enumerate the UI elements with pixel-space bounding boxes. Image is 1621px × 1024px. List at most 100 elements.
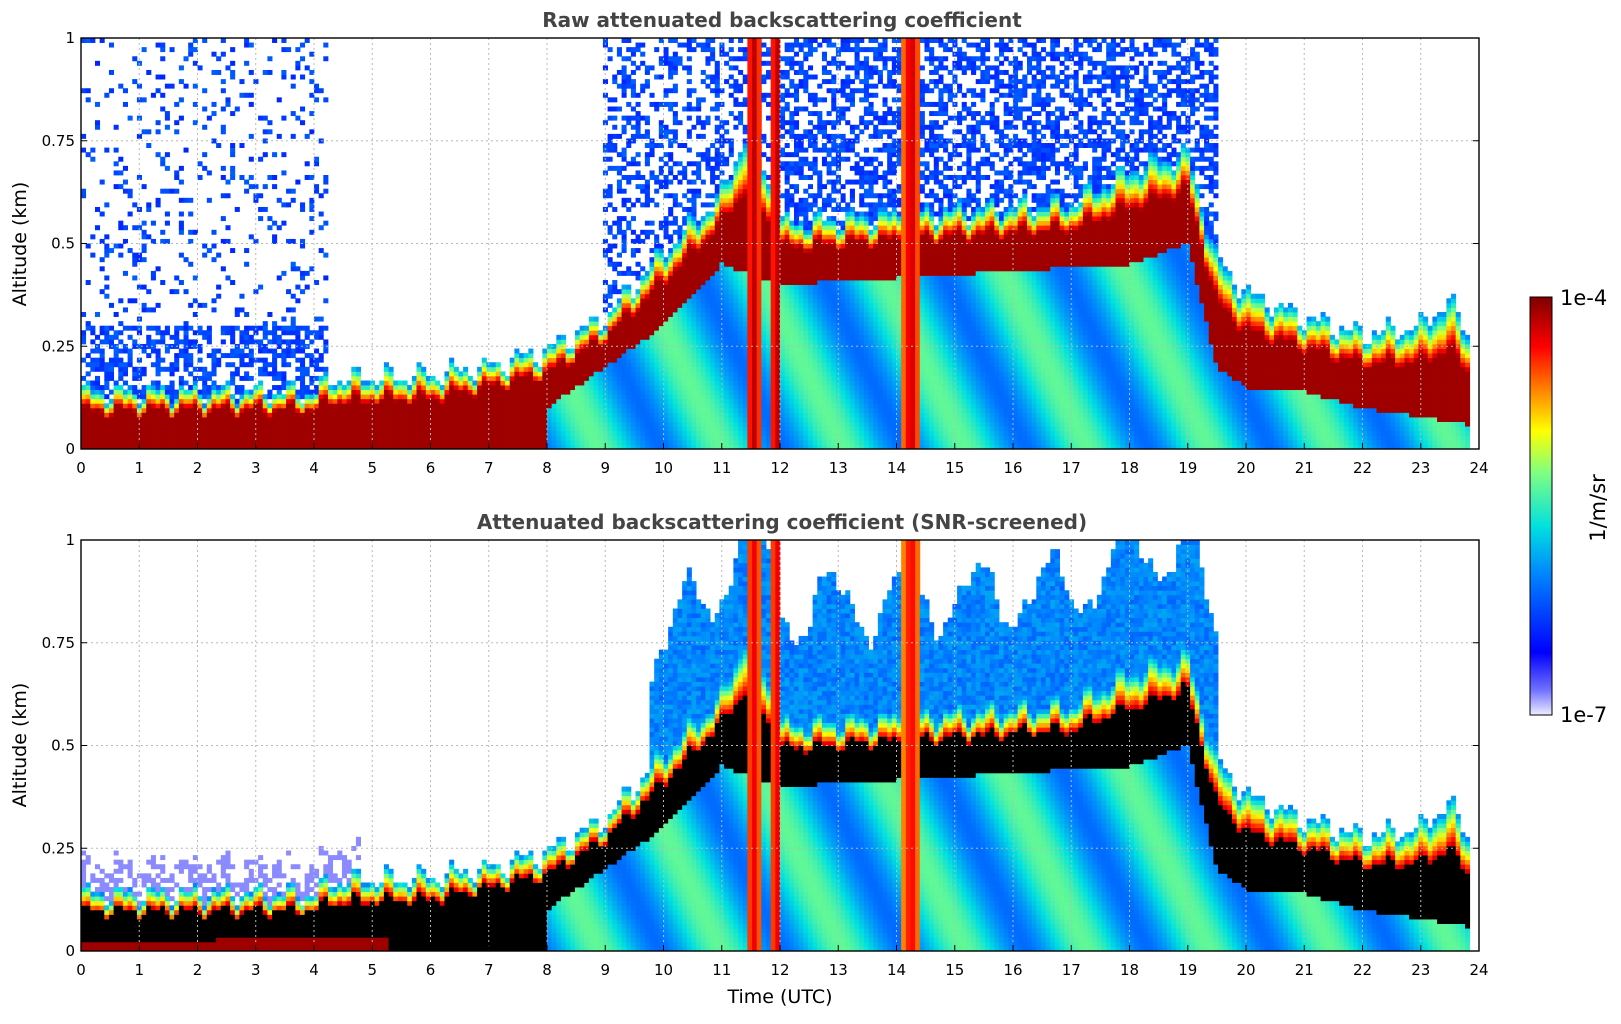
heatmap-cell [333, 394, 338, 399]
heatmap-cell [552, 353, 557, 358]
heatmap-cell [291, 349, 296, 354]
heatmap-cell [612, 412, 617, 417]
heatmap-cell [631, 371, 636, 376]
heatmap-cell [608, 317, 613, 322]
heatmap-cell [626, 426, 631, 431]
heatmap-cell [701, 376, 706, 381]
heatmap-cell [225, 408, 230, 413]
heatmap-cell [743, 371, 748, 376]
heatmap-cell [239, 339, 244, 344]
heatmap-cell [640, 426, 645, 431]
heatmap-cell [733, 385, 738, 390]
heatmap-cell [715, 262, 720, 267]
heatmap-cell [617, 349, 622, 354]
heatmap-cell [729, 244, 734, 249]
heatmap-cell [636, 394, 641, 399]
heatmap-cell [398, 381, 403, 386]
heatmap-cell [235, 371, 240, 376]
heatmap-cell [128, 326, 133, 331]
heatmap-cell [724, 390, 729, 395]
heatmap-cell [533, 422, 538, 427]
heatmap-cell [458, 403, 463, 408]
heatmap-cell [673, 399, 678, 404]
heatmap-cell [142, 303, 147, 308]
heatmap-cell [286, 289, 291, 294]
heatmap-cell [272, 412, 277, 417]
heatmap-cell [626, 102, 631, 107]
heatmap-cell [594, 362, 599, 367]
heatmap-cell [696, 262, 701, 267]
heatmap-cell [90, 349, 95, 354]
heatmap-cell [668, 221, 673, 226]
heatmap-cell [691, 390, 696, 395]
heatmap-cell [267, 412, 272, 417]
heatmap-cell [514, 353, 519, 358]
heatmap-cell [468, 385, 473, 390]
heatmap-cell [463, 431, 468, 436]
heatmap-cell [715, 339, 720, 344]
heatmap-cell [174, 412, 179, 417]
heatmap-cell [440, 390, 445, 395]
heatmap-cell [696, 349, 701, 354]
heatmap-cell [715, 362, 720, 367]
heatmap-cell [710, 285, 715, 290]
heatmap-cell [165, 408, 170, 413]
heatmap-cell [715, 207, 720, 212]
heatmap-cell [687, 330, 692, 335]
heatmap-cell [617, 335, 622, 340]
heatmap-cell [636, 422, 641, 427]
heatmap-cell [673, 134, 678, 139]
heatmap-cell [636, 349, 641, 354]
heatmap-cell [612, 408, 617, 413]
heatmap-cell [696, 280, 701, 285]
heatmap-cell [715, 257, 720, 262]
heatmap-cell [239, 175, 244, 180]
heatmap-cell [677, 266, 682, 271]
heatmap-cell [142, 97, 147, 102]
heatmap-cell [202, 330, 207, 335]
heatmap-cell [687, 417, 692, 422]
heatmap-cell [561, 339, 566, 344]
heatmap-cell [258, 426, 263, 431]
heatmap-cell [608, 403, 613, 408]
heatmap-cell [202, 440, 207, 445]
heatmap-cell [715, 294, 720, 299]
heatmap-cell [584, 330, 589, 335]
heatmap-cell [673, 84, 678, 89]
heatmap-cell [174, 431, 179, 436]
heatmap-cell [142, 367, 147, 372]
heatmap-cell [570, 349, 575, 354]
heatmap-cell [454, 367, 459, 372]
heatmap-cell [188, 417, 193, 422]
heatmap-cell [179, 376, 184, 381]
heatmap-cell [375, 412, 380, 417]
heatmap-cell [715, 193, 720, 198]
heatmap-cell [184, 426, 189, 431]
heatmap-cell [90, 38, 95, 43]
heatmap-cell [314, 330, 319, 335]
heatmap-cell [170, 84, 175, 89]
heatmap-cell [132, 431, 137, 436]
heatmap-cell [496, 394, 501, 399]
heatmap-cell [682, 408, 687, 413]
heatmap-cell [319, 394, 324, 399]
heatmap-cell [673, 38, 678, 43]
heatmap-cell [733, 367, 738, 372]
heatmap-cell [645, 339, 650, 344]
heatmap-cell [738, 307, 743, 312]
heatmap-cell [598, 381, 603, 386]
heatmap-cell [715, 266, 720, 271]
heatmap-cell [184, 330, 189, 335]
heatmap-cell [305, 390, 310, 395]
heatmap-cell [640, 307, 645, 312]
heatmap-cell [738, 47, 743, 52]
heatmap-cell [724, 408, 729, 413]
heatmap-cell [225, 326, 230, 331]
heatmap-cell [738, 317, 743, 322]
heatmap-cell [225, 381, 230, 386]
heatmap-cell [258, 417, 263, 422]
heatmap-cell [575, 417, 580, 422]
heatmap-cell [556, 353, 561, 358]
heatmap-cell [552, 376, 557, 381]
heatmap-cell [118, 362, 123, 367]
